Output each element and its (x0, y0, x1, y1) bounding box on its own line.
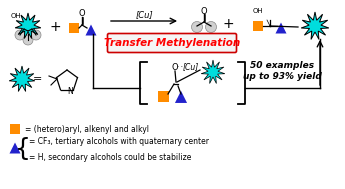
Circle shape (206, 22, 217, 33)
Text: +: + (49, 20, 61, 34)
Polygon shape (201, 60, 225, 84)
Circle shape (15, 30, 25, 40)
Polygon shape (276, 22, 286, 33)
Text: OH: OH (11, 13, 21, 19)
FancyBboxPatch shape (108, 33, 237, 53)
Polygon shape (9, 66, 35, 91)
Text: 50 examples
up to 93% yield: 50 examples up to 93% yield (243, 61, 322, 81)
Text: Transfer Methylenation: Transfer Methylenation (104, 37, 240, 47)
Bar (69, 23, 79, 33)
Text: {: { (15, 137, 31, 161)
Text: [Cu]: [Cu] (183, 63, 199, 71)
Circle shape (191, 22, 203, 33)
Text: O: O (79, 9, 85, 19)
Polygon shape (301, 12, 329, 40)
Text: N: N (67, 87, 73, 95)
Text: =: = (33, 74, 43, 84)
Polygon shape (175, 91, 187, 103)
Circle shape (31, 30, 41, 40)
Text: O: O (201, 6, 207, 15)
Text: O: O (172, 64, 178, 73)
Bar (158, 91, 168, 101)
Text: OH: OH (253, 8, 263, 14)
Text: [Cu]: [Cu] (135, 11, 153, 19)
Text: = CF₃, tertiary alcohols with quaternary center: = CF₃, tertiary alcohols with quaternary… (29, 136, 209, 146)
Text: = H, secondary alcohols could be stabilize: = H, secondary alcohols could be stabili… (29, 153, 191, 161)
Text: = (hetero)aryl, alkenyl and alkyl: = (hetero)aryl, alkenyl and alkyl (25, 125, 149, 133)
Polygon shape (15, 13, 41, 39)
Bar (253, 21, 263, 31)
Text: - -: - - (177, 64, 183, 70)
Circle shape (23, 35, 33, 45)
Polygon shape (10, 143, 20, 153)
Polygon shape (86, 25, 97, 36)
Text: +: + (222, 17, 234, 31)
Bar (10, 124, 20, 134)
